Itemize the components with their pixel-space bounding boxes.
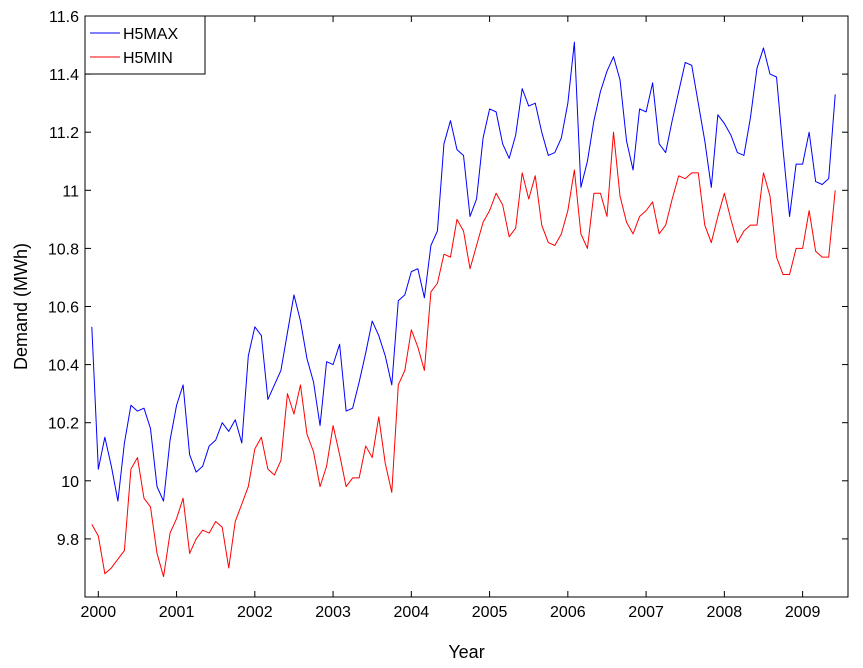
series-lines (91, 41, 836, 578)
x-tick-label: 2002 (237, 604, 273, 621)
series-line-h5min (91, 131, 836, 578)
y-tick-label: 10.2 (48, 416, 79, 433)
y-tick-label: 11 (62, 183, 79, 200)
y-tick-label: 10.8 (48, 241, 79, 258)
y-axis-title: Demand (MWh) (11, 243, 31, 370)
x-tick-label: 2007 (628, 604, 664, 621)
y-tick-label: 9.8 (57, 532, 79, 549)
x-tick-label: 2001 (159, 604, 195, 621)
y-tick-label: 10.6 (48, 300, 79, 317)
series-line-h5max (91, 41, 836, 502)
y-tick-label: 11.6 (49, 9, 79, 26)
y-tick-label: 10 (61, 474, 79, 491)
y-tick-label: 11.2 (49, 125, 79, 142)
x-tick-label: 2004 (394, 604, 430, 621)
legend-label: H5MIN (123, 50, 173, 67)
legend-box (84, 15, 206, 75)
legend: H5MAX H5MIN (84, 15, 206, 75)
x-tick-label: 2006 (550, 604, 586, 621)
plot-area (84, 15, 849, 598)
x-tick-label: 2003 (315, 604, 351, 621)
axis-ticks: 2000 2001 2002 2003 2004 2005 2006 2007 2008 2009… (48, 9, 848, 621)
y-tick-label: 11.4 (49, 67, 79, 84)
x-tick-label: 2000 (81, 604, 117, 621)
x-axis-title: Year (448, 642, 484, 662)
legend-label: H5MAX (123, 26, 178, 43)
x-tick-label: 2009 (785, 604, 821, 621)
x-tick-label: 2005 (472, 604, 508, 621)
x-tick-label: 2008 (707, 604, 743, 621)
y-tick-label: 10.4 (48, 358, 79, 375)
